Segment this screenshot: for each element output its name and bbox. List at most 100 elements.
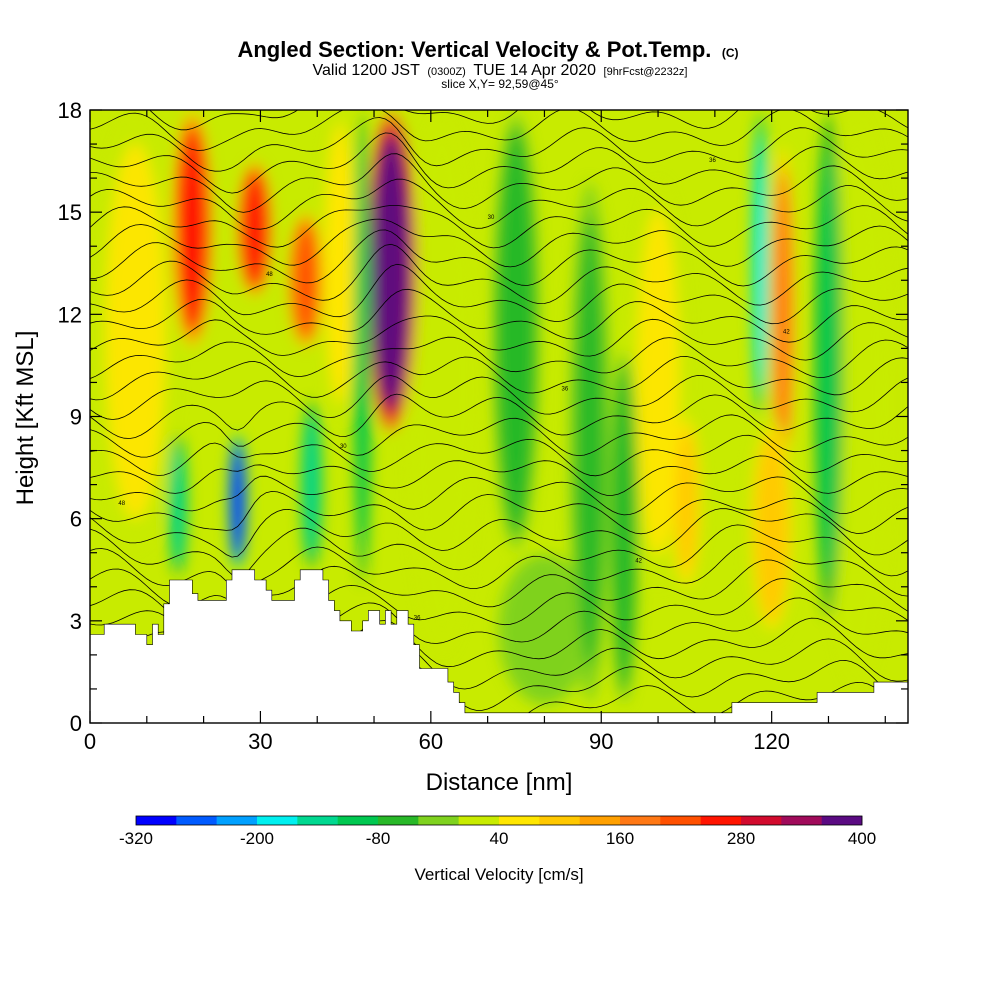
velocity-blob bbox=[303, 412, 320, 557]
velocity-field: 3036424830364248303642 bbox=[90, 101, 908, 723]
colorbar-swatch bbox=[216, 816, 258, 825]
contour-label: 36 bbox=[561, 387, 568, 393]
colorbar-swatch bbox=[176, 816, 217, 825]
velocity-blob bbox=[831, 153, 883, 646]
theta-contour bbox=[90, 475, 908, 516]
velocity-blob bbox=[675, 429, 698, 575]
velocity-blob bbox=[177, 127, 208, 331]
theta-contour bbox=[90, 263, 908, 325]
theta-contour bbox=[90, 434, 908, 477]
theta-contour bbox=[148, 110, 908, 131]
contour-label: 48 bbox=[266, 272, 273, 278]
theta-contour bbox=[90, 336, 908, 379]
theta-contour bbox=[90, 490, 908, 535]
colorbar-swatch bbox=[700, 816, 742, 825]
colorbar-swatch bbox=[337, 816, 379, 825]
colorbar-swatch bbox=[378, 816, 419, 825]
theta-contour bbox=[90, 355, 908, 401]
velocity-blob bbox=[105, 143, 166, 520]
theta-contour bbox=[90, 508, 908, 558]
colorbar-tick-label: 40 bbox=[490, 829, 509, 848]
colorbar-swatch bbox=[418, 816, 459, 825]
y-axis-label: Height [Kft MSL] bbox=[12, 331, 39, 506]
theta-contour bbox=[90, 315, 908, 361]
colorbar-swatch bbox=[499, 816, 540, 825]
colorbar-tick-label: -80 bbox=[366, 829, 391, 848]
terrain bbox=[90, 569, 908, 723]
colorbar-tick-label: 160 bbox=[606, 829, 634, 848]
contour-label: 30 bbox=[488, 215, 495, 221]
colorbar-swatch bbox=[620, 816, 661, 825]
theta-contour bbox=[90, 393, 908, 439]
velocity-blob bbox=[754, 132, 767, 394]
y-tick-label: 6 bbox=[70, 507, 82, 532]
slice-info: slice X,Y= 92,59@45° bbox=[441, 77, 559, 91]
velocity-blob bbox=[773, 169, 793, 460]
y-tick-label: 9 bbox=[70, 405, 82, 430]
x-tick-label: 30 bbox=[248, 729, 272, 754]
colorbar-swatch bbox=[821, 816, 863, 825]
x-axis-label: Distance [nm] bbox=[426, 769, 573, 796]
colorbar-swatch bbox=[297, 816, 338, 825]
contour-label: 42 bbox=[192, 101, 199, 107]
theta-contour bbox=[90, 455, 908, 496]
y-tick-label: 12 bbox=[58, 302, 82, 327]
velocity-blob bbox=[230, 443, 245, 560]
theta-contour bbox=[90, 153, 908, 213]
y-tick-label: 18 bbox=[58, 98, 82, 123]
theta-contour bbox=[90, 178, 908, 230]
velocity-blob bbox=[293, 222, 319, 339]
velocity-blob bbox=[754, 433, 789, 622]
x-tick-labels: 0 30 60 90 120 bbox=[84, 729, 790, 754]
velocity-blob bbox=[416, 150, 468, 615]
axis-ticks bbox=[89, 109, 908, 724]
contour-label: 48 bbox=[118, 501, 125, 507]
theta-contour bbox=[90, 205, 908, 249]
colorbar-tick-label: -200 bbox=[240, 829, 274, 848]
y-tick-labels: 0 3 6 9 12 15 18 bbox=[58, 98, 82, 736]
colorbar-label: Vertical Velocity [cm/s] bbox=[414, 865, 583, 884]
theta-contour bbox=[90, 218, 908, 268]
chart-title: Angled Section: Vertical Velocity & Pot.… bbox=[237, 37, 738, 62]
colorbar-swatch bbox=[257, 816, 298, 825]
contour-label: 36 bbox=[709, 158, 716, 164]
x-tick-label: 0 bbox=[84, 729, 96, 754]
velocity-blob bbox=[613, 375, 635, 680]
contour-label: 36 bbox=[414, 615, 421, 621]
x-tick-label: 90 bbox=[589, 729, 613, 754]
colorbar-swatch bbox=[579, 816, 621, 825]
colorbar bbox=[135, 815, 863, 826]
theta-contour bbox=[90, 132, 908, 194]
colorbar-swatch bbox=[539, 816, 580, 825]
colorbar-swatch bbox=[458, 816, 500, 825]
velocity-blob bbox=[510, 564, 579, 695]
colorbar-tick-label: -320 bbox=[119, 829, 153, 848]
velocity-blob bbox=[636, 208, 680, 557]
colorbar-tick-labels: -320 -200 -80 40 160 280 400 bbox=[119, 829, 876, 848]
valid-time: Valid 1200 JST (0300Z) TUE 14 Apr 2020 [… bbox=[313, 62, 688, 79]
velocity-blobs bbox=[94, 111, 892, 706]
theta-contour bbox=[90, 374, 908, 420]
velocity-blob bbox=[327, 132, 353, 394]
theta-contour bbox=[90, 524, 908, 578]
x-tick-label: 60 bbox=[419, 729, 443, 754]
y-tick-label: 3 bbox=[70, 609, 82, 634]
contour-label: 42 bbox=[635, 558, 642, 564]
velocity-blob bbox=[574, 217, 605, 667]
theta-contour bbox=[90, 229, 908, 287]
colorbar-swatch bbox=[136, 816, 177, 825]
y-tick-label: 0 bbox=[70, 711, 82, 736]
theta-contour bbox=[90, 414, 908, 458]
colorbar-swatch bbox=[741, 816, 782, 825]
theta-contours bbox=[90, 110, 908, 723]
velocity-blob bbox=[499, 143, 534, 520]
y-tick-label: 15 bbox=[58, 200, 82, 225]
velocity-blob bbox=[356, 145, 370, 552]
colorbar-swatch bbox=[660, 816, 701, 825]
colorbar-tick-label: 400 bbox=[848, 829, 876, 848]
velocity-blob bbox=[817, 148, 840, 583]
theta-contour bbox=[90, 288, 908, 343]
theta-contour bbox=[90, 243, 908, 306]
theta-contour bbox=[90, 117, 908, 172]
